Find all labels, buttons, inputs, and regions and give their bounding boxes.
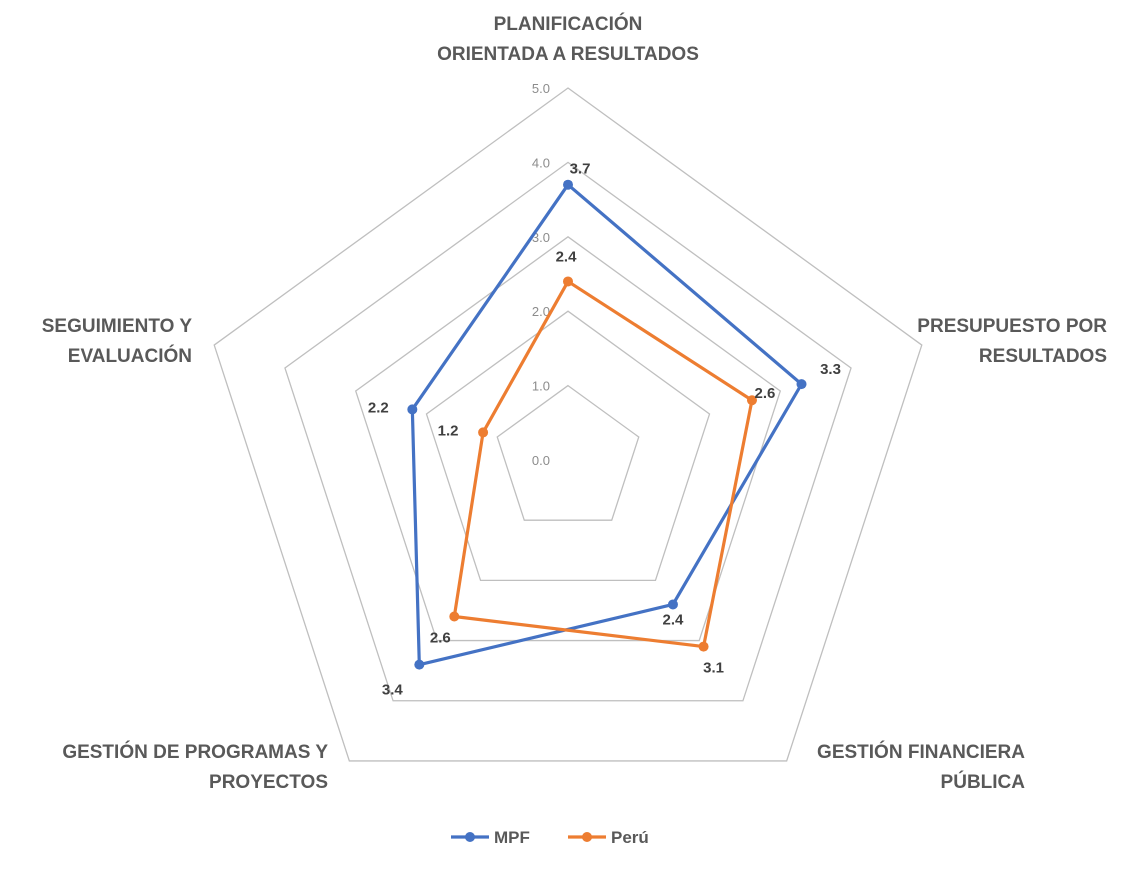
- tick-label: 1.0: [532, 379, 550, 394]
- tick-label: 3.0: [532, 230, 550, 245]
- tick-label: 4.0: [532, 155, 550, 170]
- data-point: [746, 395, 757, 406]
- data-label: 2.2: [368, 399, 389, 416]
- data-point: [414, 659, 425, 670]
- category-label: GESTIÓN DE PROGRAMAS Y PROYECTOS: [62, 741, 328, 793]
- data-label: 3.1: [703, 660, 724, 677]
- series-line-mpf: [410, 183, 804, 667]
- gridline-2.0: [425, 310, 711, 582]
- grid-layer: [213, 87, 923, 762]
- data-point: [407, 404, 418, 415]
- gridline-1.0: [496, 384, 640, 521]
- legend-marker: [582, 832, 592, 842]
- gridline-4.0: [284, 161, 852, 702]
- data-point: [796, 379, 807, 390]
- series-line-peru: [452, 279, 754, 649]
- data-label: 2.6: [430, 629, 451, 646]
- data-label: 3.4: [382, 682, 404, 699]
- data-point: [478, 427, 489, 438]
- tick-label: 2.0: [532, 304, 550, 319]
- tick-label: 5.0: [532, 81, 550, 96]
- data-label: 2.4: [556, 248, 578, 265]
- gridline-3.0: [354, 235, 782, 642]
- category-label: GESTIÓN FINANCIERA PÚBLICA: [817, 741, 1025, 793]
- gridline-5.0: [213, 87, 923, 762]
- category-label: PRESUPUESTO POR RESULTADOS: [917, 316, 1107, 367]
- category-label: PLANIFICACIÓN ORIENTADA A RESULTADOS: [437, 13, 699, 65]
- legend-label: Perú: [611, 828, 649, 847]
- data-label: 2.6: [755, 385, 776, 402]
- tick-labels: 0.0 1.0 2.0 3.0 4.0 5.0: [532, 81, 550, 468]
- legend-marker: [465, 832, 475, 842]
- data-point: [563, 276, 573, 287]
- legend-label: MPF: [494, 828, 530, 847]
- data-label: 3.7: [570, 161, 591, 178]
- data-point: [667, 599, 678, 610]
- tick-label: 0.0: [532, 453, 550, 468]
- category-label: SEGUIMIENTO Y EVALUACIÓN: [42, 316, 193, 367]
- data-label: 3.3: [820, 361, 841, 378]
- data-point: [563, 179, 573, 190]
- data-point: [698, 641, 709, 652]
- legend: MPF Perú: [451, 828, 649, 847]
- data-label: 2.4: [663, 611, 685, 628]
- data-point: [449, 611, 460, 622]
- data-labels: 3.7 3.3 2.4 3.4 2.2 2.4 2.6 3.1 2.6 1.2: [368, 161, 841, 699]
- series-layer: [407, 179, 807, 670]
- data-label: 1.2: [438, 422, 459, 439]
- category-labels: PLANIFICACIÓN ORIENTADA A RESULTADOS PRESU…: [42, 13, 1108, 793]
